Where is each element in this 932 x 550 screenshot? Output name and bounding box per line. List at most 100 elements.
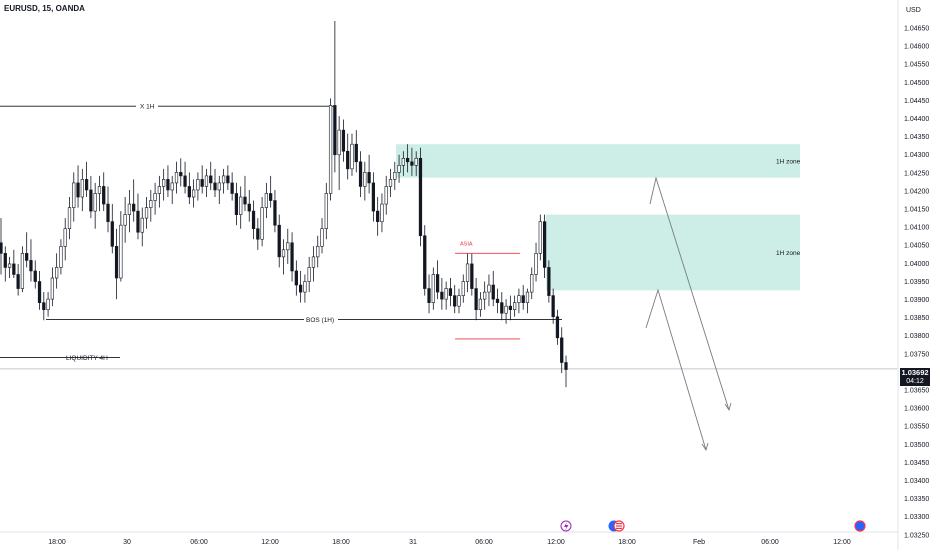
candle (119, 211, 123, 282)
price-tick-label: 1.04050 (904, 243, 929, 250)
candle (547, 260, 551, 303)
event-eu-icon[interactable] (854, 520, 866, 532)
candle (328, 98, 333, 201)
candle (33, 260, 37, 289)
flag-stripes-icon-2 (616, 525, 622, 527)
candle-body (0, 242, 3, 254)
candle (478, 292, 483, 317)
candle-body (3, 253, 7, 268)
candle-body (324, 193, 328, 230)
candle-body (354, 143, 358, 163)
candle (281, 239, 286, 275)
candle (465, 253, 470, 293)
candle (110, 204, 114, 254)
candle-body (179, 172, 183, 177)
candle (230, 172, 234, 201)
candle-body (435, 274, 440, 293)
candle (269, 175, 273, 208)
price-axis[interactable]: USD 1.04650 1.04600 1.04550 1.04500 1.04450 1.… (904, 7, 929, 539)
candle-body (547, 267, 551, 296)
price-tick-label: 1.03900 (904, 297, 929, 304)
zone-label-1: 1H zone (776, 158, 801, 165)
candle (320, 218, 324, 254)
level-bos-label-bg (304, 315, 338, 324)
candle (277, 214, 281, 268)
candle-body (371, 182, 376, 212)
candle (149, 189, 153, 222)
candle-body (183, 175, 187, 187)
candle-body (551, 295, 555, 318)
candle (72, 172, 76, 222)
candle-body (55, 267, 59, 279)
zone-label-2: 1H zone (776, 250, 801, 257)
price-tick-label: 1.03850 (904, 315, 929, 322)
candle-body (153, 193, 157, 201)
candle (423, 225, 427, 296)
candle-body (114, 246, 119, 279)
candle-body (106, 203, 110, 222)
candle-body (542, 221, 547, 268)
candle (191, 179, 196, 208)
candle-body (136, 210, 140, 233)
candle-body (341, 129, 346, 152)
candle (256, 218, 260, 250)
time-tick-label: 12:00 (547, 539, 565, 546)
price-tick-label: 1.04550 (904, 62, 929, 69)
candle-body (213, 182, 217, 191)
candle (3, 246, 7, 282)
price-tick-label: 1.03350 (904, 496, 929, 503)
candle (12, 249, 16, 278)
candle-body (294, 270, 298, 286)
candle-body (311, 256, 316, 268)
candle-body (358, 161, 363, 187)
candle (157, 175, 161, 208)
candle (25, 232, 29, 268)
event-lightning-glyph (564, 522, 569, 531)
time-tick-label: Feb (693, 539, 705, 546)
price-tick-label: 1.03500 (904, 442, 929, 449)
candle (290, 232, 294, 282)
candle (534, 242, 538, 282)
candle (42, 292, 46, 321)
candle (376, 197, 380, 236)
candle (406, 144, 410, 173)
candle (166, 165, 170, 198)
price-tick-label: 1.03550 (904, 424, 929, 431)
price-tick-label: 1.03950 (904, 279, 929, 286)
candle (333, 20, 337, 173)
candle (564, 355, 568, 388)
candle-body (217, 182, 221, 191)
price-tick-label: 1.03450 (904, 460, 929, 467)
time-axis[interactable]: 18:00 30 06:00 12:00 18:00 31 06:00 12:00 18:00 F… (48, 539, 851, 546)
candle-body (440, 291, 444, 300)
candle (102, 172, 106, 212)
candle-body (196, 179, 200, 191)
candle (187, 172, 191, 205)
candle (136, 193, 140, 240)
price-tick-label: 1.04100 (904, 225, 929, 232)
candle (196, 172, 200, 201)
candle (371, 172, 376, 222)
arrowhead-lower-icon (701, 442, 709, 452)
time-tick-label: 12:00 (261, 539, 279, 546)
candle-body (423, 235, 427, 289)
candle (286, 228, 290, 264)
candle-body (427, 288, 431, 303)
candle-body (487, 284, 491, 293)
candle (239, 186, 243, 229)
asia-label: ASIA (460, 241, 473, 247)
candle-body (418, 157, 423, 237)
candle (140, 207, 144, 247)
candle (260, 197, 264, 247)
candle-body (495, 298, 500, 303)
level-x1h-label-bg (136, 102, 158, 111)
candle (560, 327, 564, 374)
candle (363, 161, 367, 201)
candle (401, 151, 405, 176)
candle (538, 214, 542, 261)
time-tick-label: 06:00 (190, 539, 208, 546)
candle (388, 168, 393, 198)
candle-body (239, 196, 243, 215)
candle-body (7, 263, 12, 268)
